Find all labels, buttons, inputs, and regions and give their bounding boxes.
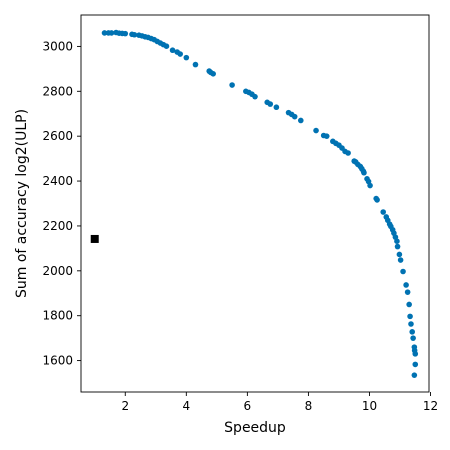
y-tick-label: 1600 (42, 354, 73, 368)
y-tick-label: 2000 (42, 264, 73, 278)
data-point (90, 234, 99, 243)
x-tick-label: 12 (423, 399, 438, 413)
data-point (183, 54, 190, 61)
data-point (229, 82, 235, 88)
y-tick-label: 3000 (42, 39, 73, 53)
y-axis-label: Sum of accuracy log2(ULP) (14, 109, 30, 298)
data-point (192, 61, 199, 68)
data-point (404, 289, 411, 295)
data-point (394, 238, 400, 244)
plot-frame (80, 14, 430, 393)
data-point (400, 268, 406, 275)
data-point (380, 209, 387, 215)
data-point (345, 150, 351, 156)
plot-points (90, 29, 419, 378)
x-tick-label: 4 (182, 399, 190, 413)
y-tick-label: 2600 (42, 129, 73, 143)
y-tick-label: 2800 (42, 84, 73, 98)
data-point (313, 127, 319, 134)
data-point (411, 372, 418, 378)
data-point (122, 30, 129, 37)
data-point (409, 329, 416, 335)
y-tick-label: 2400 (42, 174, 73, 188)
data-point (361, 169, 367, 176)
data-point (163, 43, 170, 49)
data-point (297, 117, 304, 124)
data-point (267, 101, 274, 107)
x-tick-label: 8 (305, 399, 313, 413)
data-point (394, 243, 401, 250)
data-point (291, 113, 298, 120)
data-point (323, 133, 330, 139)
x-tick-label: 2 (121, 399, 129, 413)
data-point (177, 51, 184, 57)
data-point (273, 104, 280, 111)
data-point (374, 197, 380, 203)
data-point (131, 31, 138, 38)
data-point (408, 321, 414, 327)
data-point (169, 47, 176, 54)
data-point (108, 30, 115, 36)
y-tick-label: 2200 (42, 219, 73, 233)
data-point (407, 313, 413, 320)
data-point (210, 70, 216, 77)
data-point (410, 335, 416, 341)
data-point (412, 361, 419, 368)
data-point (101, 30, 108, 36)
data-point (367, 182, 373, 189)
data-point (406, 301, 412, 308)
x-tick-label: 10 (362, 399, 377, 413)
y-tick-label: 1800 (42, 309, 73, 323)
data-point (412, 351, 419, 357)
x-axis: 2 4 6 8 10 12 (121, 392, 438, 413)
data-point (396, 251, 403, 258)
data-point (252, 93, 258, 100)
x-axis-label: Speedup (224, 420, 286, 436)
data-point (403, 282, 409, 288)
data-point (397, 257, 404, 263)
x-tick-label: 6 (244, 399, 252, 413)
y-axis: 1600 1800 2000 2200 2400 2600 2800 3000 (42, 39, 81, 368)
